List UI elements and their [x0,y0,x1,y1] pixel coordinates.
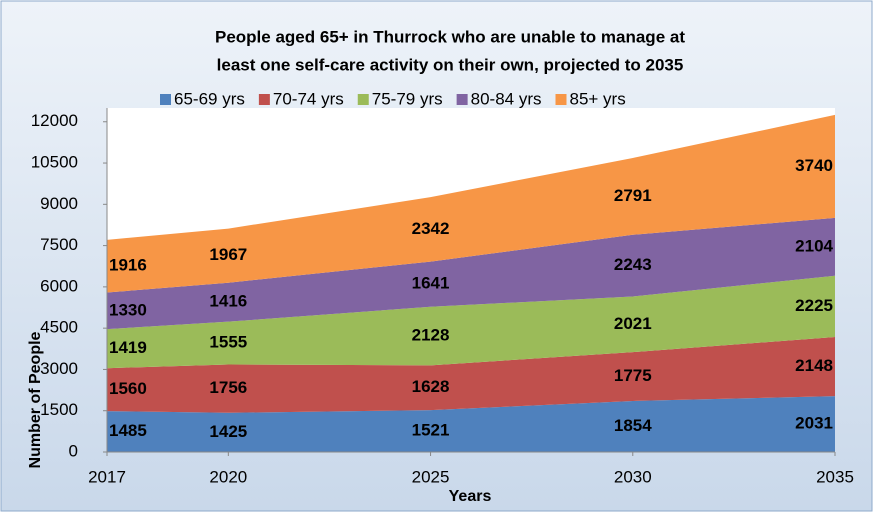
y-tick-label: 7500 [40,235,78,254]
area [107,275,835,369]
data-label: 1967 [209,245,247,264]
data-label: 1854 [614,416,652,435]
legend-label: 70-74 yrs [273,89,344,108]
data-label: 1330 [109,300,147,319]
data-label: 1775 [614,366,652,385]
data-label: 1555 [209,333,247,352]
legend-swatch [258,94,270,105]
legend-label: 85+ yrs [570,89,626,108]
y-tick-label: 4500 [40,318,78,337]
data-label: 2791 [614,186,652,205]
data-label: 1419 [109,338,147,357]
x-axis-title: Years [449,488,492,505]
data-label: 1641 [412,274,450,293]
data-label: 2104 [795,236,833,255]
legend-swatch [456,94,468,105]
data-label: 1756 [209,378,247,397]
x-tick-label: 2025 [412,467,450,486]
data-label: 3740 [795,156,833,175]
legend-label: 80-84 yrs [471,89,542,108]
data-label: 2128 [412,326,450,345]
chart-title: least one self-care activity on their ow… [217,55,684,74]
legend-swatch [357,94,369,105]
data-label: 1916 [109,256,147,275]
data-label: 1628 [412,377,450,396]
x-tick-label: 2017 [88,467,126,486]
area [107,217,835,330]
x-tick-label: 2035 [816,467,854,486]
data-label: 2342 [412,219,450,238]
y-tick-label: 9000 [40,194,78,213]
y-tick-label: 12000 [31,111,78,130]
y-tick-label: 3000 [40,359,78,378]
data-label: 1485 [109,421,147,440]
data-label: 2225 [795,296,833,315]
data-label: 2148 [795,356,833,375]
area [107,336,835,413]
data-label: 2243 [614,255,652,274]
legend-swatch [160,94,171,105]
legend-swatch [555,94,567,105]
data-label: 1560 [109,379,147,398]
x-tick-label: 2030 [614,467,652,486]
y-tick-label: 6000 [40,276,78,295]
area [107,396,835,452]
data-label: 2031 [795,414,833,433]
data-label: 2021 [614,314,652,333]
legend-label: 65-69 yrs [174,89,245,108]
y-axis-title: Number of People [27,331,44,468]
y-tick-label: 1500 [40,400,78,419]
legend-label: 75-79 yrs [372,89,443,108]
y-tick-label: 0 [69,441,78,460]
data-label: 1521 [412,421,450,440]
x-tick-label: 2020 [209,467,247,486]
data-label: 1425 [209,422,247,441]
chart-title: People aged 65+ in Thurrock who are unab… [215,27,685,46]
data-label: 1416 [209,292,247,311]
area [107,114,835,293]
y-tick-label: 10500 [31,153,78,172]
